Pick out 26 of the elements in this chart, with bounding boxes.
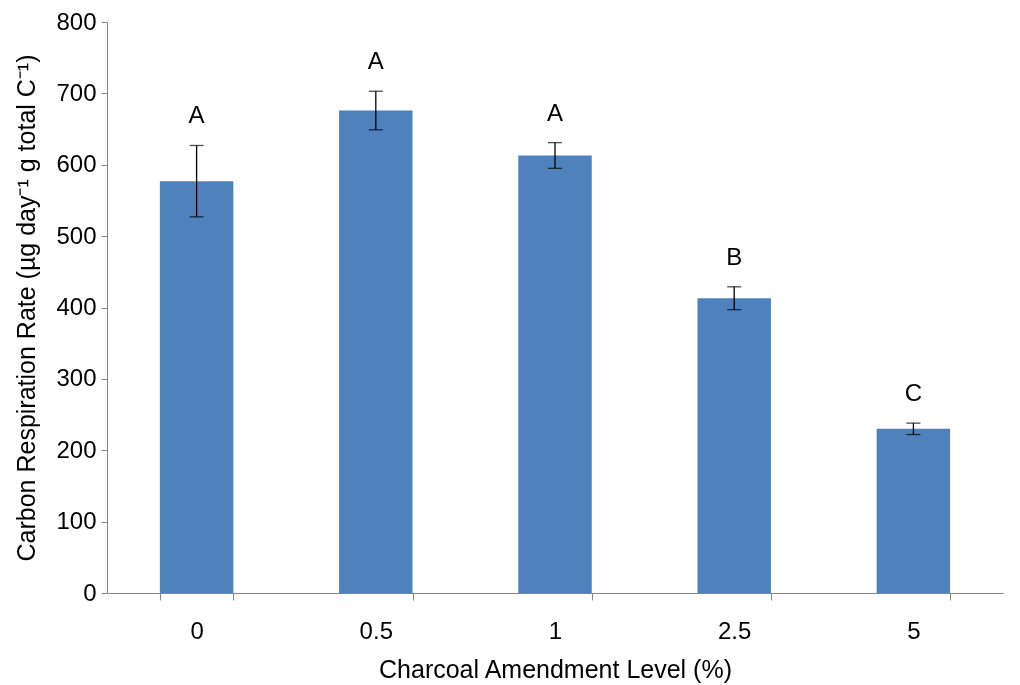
y-tick-label: 700 [56,78,97,106]
annotation: A [546,98,564,126]
x-tick-label: 0.5 [359,616,393,644]
annotation: A [367,47,384,75]
x-tick-label: 1 [548,616,563,644]
x-axis-title: Charcoal Amendment Level (%) [379,654,732,683]
x-tick-label: 0 [190,616,204,644]
y-tick-label: 600 [56,150,97,178]
annotation: C [904,379,923,407]
y-tick-label: 100 [56,507,97,535]
x-tick-label: 2.5 [718,616,752,644]
y-axis-title: Carbon Respiration Rate (µg day⁻¹ g total C⁻¹) [12,54,41,562]
bar [518,155,592,593]
bar [339,110,413,593]
annotation: A [188,101,205,129]
y-tick-label: 500 [56,221,97,249]
bar [697,298,771,593]
y-tick-label: 200 [56,435,97,463]
y-tick-label: 400 [56,293,97,320]
bar [159,181,234,593]
annotation: B [726,242,743,270]
y-tick-label: 800 [56,7,97,35]
y-tick-label: 300 [56,364,97,392]
y-tick-label: 0 [83,578,97,606]
x-tick-label: 5 [907,616,921,644]
bar [876,428,951,593]
